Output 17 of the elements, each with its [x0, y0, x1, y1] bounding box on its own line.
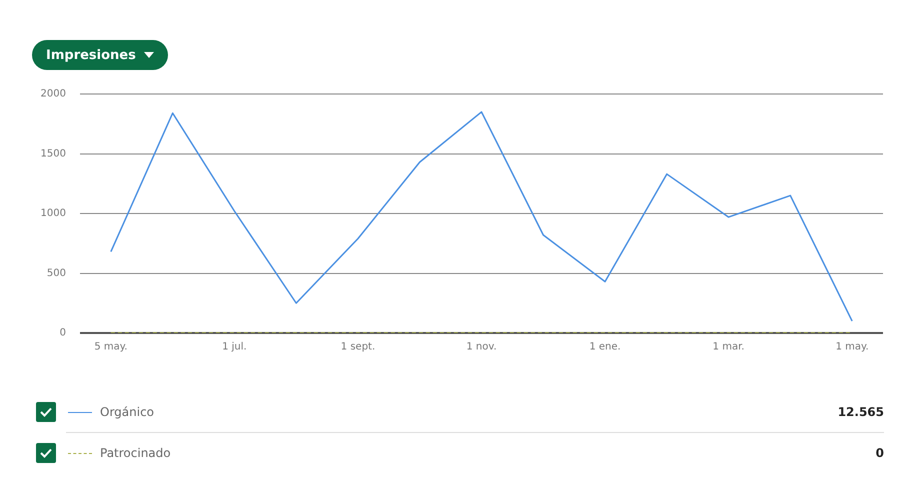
x-tick-label: 1 jul. — [222, 342, 247, 353]
x-tick-label: 1 may. — [836, 342, 869, 353]
legend-label: Orgánico — [100, 405, 154, 419]
chart-title: Impresiones — [46, 48, 136, 62]
text: 0 — [876, 446, 884, 460]
x-tick-label: 1 nov. — [466, 342, 497, 353]
y-tick-label: 2000 — [40, 88, 66, 100]
legend-label: Patrocinado — [100, 446, 171, 460]
x-tick-label: 1 sept. — [340, 342, 376, 353]
x-tick-label: 1 mar. — [712, 342, 744, 353]
y-tick-label: 1000 — [40, 208, 66, 220]
y-tick-label: 1500 — [40, 148, 66, 160]
y-tick-label: 0 — [60, 328, 66, 339]
x-tick-label: 1 ene. — [589, 342, 621, 353]
x-tick-label: 5 may. — [94, 342, 128, 353]
text: 12.565 — [838, 405, 884, 419]
y-tick-label: 500 — [46, 268, 66, 279]
